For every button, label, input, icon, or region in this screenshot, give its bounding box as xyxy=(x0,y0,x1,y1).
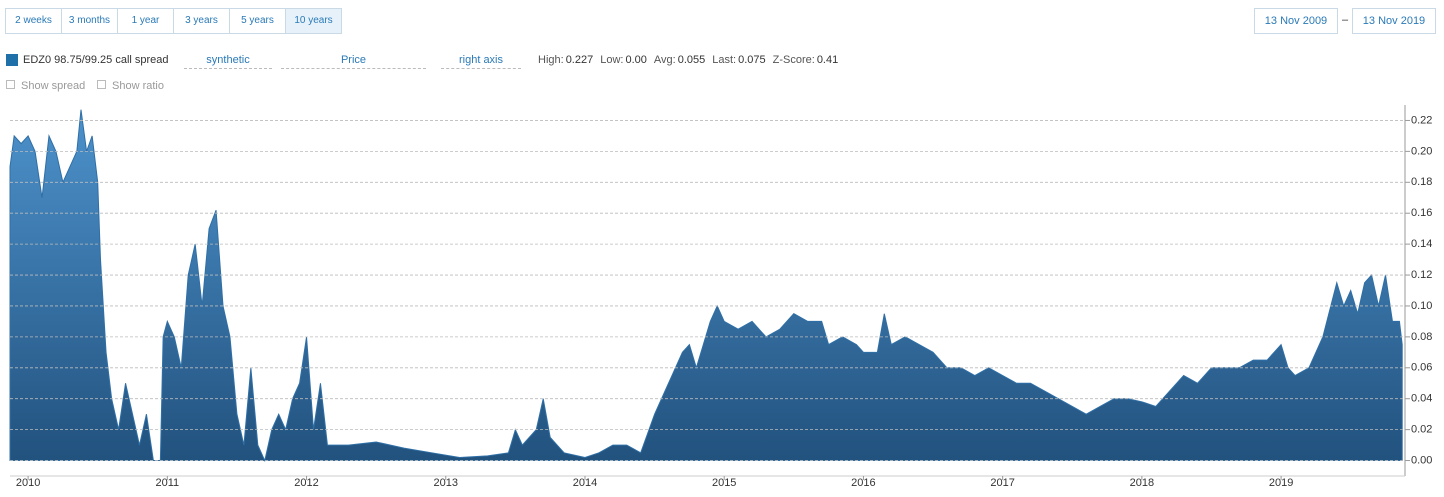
x-tick-label: 2016 xyxy=(851,477,875,489)
range-button[interactable]: 2 weeks xyxy=(6,9,62,33)
y-tick-label: 0.16 xyxy=(1411,207,1432,219)
stat-label: Avg: xyxy=(653,54,676,66)
measure-select[interactable]: Price xyxy=(281,52,426,69)
stat-label: High: xyxy=(538,54,564,66)
stat-value: 0.227 xyxy=(565,54,594,66)
axis-select[interactable]: right axis xyxy=(441,52,521,69)
y-tick-label: 0.02 xyxy=(1411,424,1432,436)
option[interactable]: Show spread xyxy=(6,80,85,92)
date-separator: – xyxy=(1342,14,1349,26)
y-tick-label: 0.22 xyxy=(1411,114,1432,126)
stat-value: 0.075 xyxy=(738,54,766,66)
stat-value: 0.41 xyxy=(816,54,839,66)
x-tick-label: 2013 xyxy=(434,477,458,489)
checkbox[interactable] xyxy=(6,80,15,89)
range-button[interactable]: 3 months xyxy=(62,9,118,33)
x-tick-label: 2015 xyxy=(712,477,736,489)
stat-value: 0.00 xyxy=(625,54,647,66)
range-button[interactable]: 3 years xyxy=(174,9,230,33)
range-buttons: 2 weeks 3 months 1 year 3 years 5 years 10 ye… xyxy=(5,8,342,34)
stat-value: 0.055 xyxy=(677,54,706,66)
x-tick-label: 2014 xyxy=(573,477,597,489)
legend: EDZ0 98.75/99.25 call spread synthetic P… xyxy=(6,52,906,69)
stat-label: Z-Score: xyxy=(772,54,815,66)
x-tick-label: 2011 xyxy=(155,477,179,489)
area xyxy=(9,109,1403,463)
y-tick-label: 0.04 xyxy=(1411,393,1432,405)
legend-name: EDZ0 98.75/99.25 call spread xyxy=(23,54,169,66)
range-button[interactable]: 5 years xyxy=(230,9,286,33)
option-label: Show ratio xyxy=(112,80,164,92)
date-to[interactable]: 13 Nov 2019 xyxy=(1352,8,1436,34)
y-tick-label: 0.10 xyxy=(1411,300,1432,312)
x-tick-label: 2019 xyxy=(1269,477,1293,489)
y-tick-label: 0.14 xyxy=(1411,238,1432,250)
x-tick-label: 2012 xyxy=(294,477,318,489)
y-tick-label: 0.20 xyxy=(1411,145,1432,157)
stat-label: Low: xyxy=(600,54,624,66)
legend-swatch xyxy=(6,54,18,66)
y-tick-label: 0.08 xyxy=(1411,331,1432,343)
option[interactable]: Show ratio xyxy=(97,80,164,92)
mode-select[interactable]: synthetic xyxy=(184,52,272,69)
y-tick-label: 0.00 xyxy=(1411,454,1432,466)
checkbox[interactable] xyxy=(97,80,106,89)
x-tick-label: 2017 xyxy=(990,477,1014,489)
y-tick-label: 0.12 xyxy=(1411,269,1432,281)
range-button[interactable]: 1 year xyxy=(118,9,174,33)
x-tick-label: 2018 xyxy=(1130,477,1154,489)
option-label: Show spread xyxy=(21,80,86,92)
y-tick-label: 0.06 xyxy=(1411,362,1432,374)
x-tick-label: 2010 xyxy=(16,477,40,489)
range-button[interactable]: 10 years xyxy=(286,9,341,33)
y-tick-label: 0.18 xyxy=(1411,176,1432,188)
stat-label: Last: xyxy=(712,54,737,66)
stats: High: 0.227 Low: 0.00 Avg: 0.055 Last: 0.075 Z-S… xyxy=(538,52,845,68)
date-from[interactable]: 13 Nov 2009 xyxy=(1254,8,1338,34)
